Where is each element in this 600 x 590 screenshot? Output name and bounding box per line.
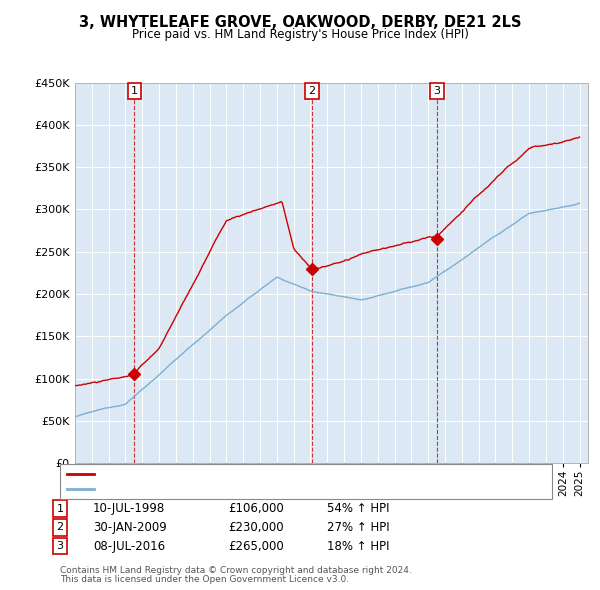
Text: Contains HM Land Registry data © Crown copyright and database right 2024.: Contains HM Land Registry data © Crown c… <box>60 566 412 575</box>
Text: Price paid vs. HM Land Registry's House Price Index (HPI): Price paid vs. HM Land Registry's House … <box>131 28 469 41</box>
Text: 10-JUL-1998: 10-JUL-1998 <box>93 502 165 515</box>
Text: 30-JAN-2009: 30-JAN-2009 <box>93 521 167 534</box>
Text: 2: 2 <box>56 523 64 532</box>
Text: 27% ↑ HPI: 27% ↑ HPI <box>327 521 389 534</box>
Text: £230,000: £230,000 <box>228 521 284 534</box>
Text: 3, WHYTELEAFE GROVE, OAKWOOD, DERBY, DE21 2LS (detached house): 3, WHYTELEAFE GROVE, OAKWOOD, DERBY, DE2… <box>100 469 478 479</box>
Text: 18% ↑ HPI: 18% ↑ HPI <box>327 540 389 553</box>
Text: This data is licensed under the Open Government Licence v3.0.: This data is licensed under the Open Gov… <box>60 575 349 584</box>
Text: 2: 2 <box>308 86 316 96</box>
Text: HPI: Average price, detached house, City of Derby: HPI: Average price, detached house, City… <box>100 484 362 494</box>
Text: 3: 3 <box>56 542 64 551</box>
Text: 3: 3 <box>433 86 440 96</box>
Text: 1: 1 <box>131 86 138 96</box>
Text: 54% ↑ HPI: 54% ↑ HPI <box>327 502 389 515</box>
Text: £265,000: £265,000 <box>228 540 284 553</box>
Text: 3, WHYTELEAFE GROVE, OAKWOOD, DERBY, DE21 2LS: 3, WHYTELEAFE GROVE, OAKWOOD, DERBY, DE2… <box>79 15 521 30</box>
Text: 1: 1 <box>56 504 64 513</box>
Text: 08-JUL-2016: 08-JUL-2016 <box>93 540 165 553</box>
Text: £106,000: £106,000 <box>228 502 284 515</box>
